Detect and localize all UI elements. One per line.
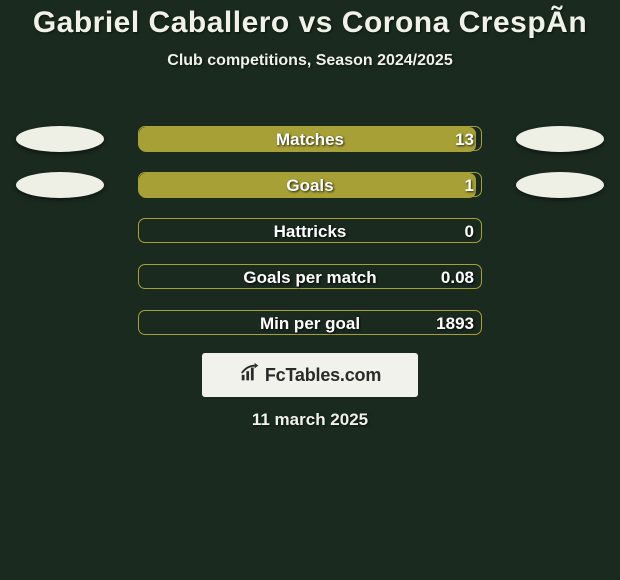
fctables-text: FcTables.com xyxy=(265,365,381,386)
stat-row: Goals per match 0.08 xyxy=(0,264,620,310)
player-right-avatar xyxy=(516,172,604,198)
player-left-avatar xyxy=(16,172,104,198)
stat-value: 13 xyxy=(455,130,474,150)
snapshot-date: 11 march 2025 xyxy=(0,410,620,430)
stat-value: 1 xyxy=(465,176,474,196)
stat-row: Goals 1 xyxy=(0,172,620,218)
page-title: Gabriel Caballero vs Corona CrespÃ­n xyxy=(0,0,620,40)
stat-label: Goals per match xyxy=(243,268,376,288)
chart-icon xyxy=(239,362,261,389)
fctables-badge: FcTables.com xyxy=(202,353,418,397)
stat-row: Hattricks 0 xyxy=(0,218,620,264)
stat-label: Matches xyxy=(276,130,344,150)
stat-rows: Matches 13 Goals 1 Hattricks 0 Goals per… xyxy=(0,126,620,356)
stat-value: 1893 xyxy=(436,314,474,334)
stat-label: Min per goal xyxy=(260,314,360,334)
stat-value: 0.08 xyxy=(441,268,474,288)
stat-label: Hattricks xyxy=(274,222,347,242)
stat-row: Min per goal 1893 xyxy=(0,310,620,356)
subtitle: Club competitions, Season 2024/2025 xyxy=(0,40,620,70)
stat-value: 0 xyxy=(465,222,474,242)
stat-label: Goals xyxy=(286,176,333,196)
comparison-card: Gabriel Caballero vs Corona CrespÃ­n Clu… xyxy=(0,0,620,580)
player-right-avatar xyxy=(516,126,604,152)
player-left-avatar xyxy=(16,126,104,152)
stat-row: Matches 13 xyxy=(0,126,620,172)
